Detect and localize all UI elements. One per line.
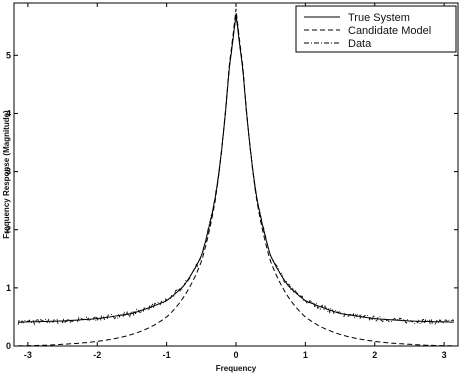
legend-entry-label: True System (348, 12, 410, 24)
legend-entry-label: Candidate Model (348, 25, 431, 37)
y-tick-label: 1 (6, 283, 11, 293)
y-tick-label: 0 (6, 341, 11, 351)
plot-data-layer (17, 8, 455, 347)
axis-ticks: -3 -2 -1 0 1 2 3 0 1 2 3 4 5 (6, 3, 458, 360)
series-line-data (17, 16, 455, 326)
x-tick-label: -2 (93, 350, 101, 360)
x-axis-label: Frequency (216, 364, 257, 373)
y-tick-label: 5 (6, 50, 11, 60)
x-tick-label: 2 (372, 350, 377, 360)
x-tick-label: 0 (233, 350, 238, 360)
y-tick-label: 2 (6, 225, 11, 235)
x-tick-label: 1 (303, 350, 308, 360)
legend-entry-label: Data (348, 38, 372, 50)
x-tick-label: 3 (442, 350, 447, 360)
x-tick-label: -1 (163, 350, 171, 360)
plot-frame (13, 2, 459, 347)
series-line-candidate-model (18, 8, 454, 347)
y-tick-label: 4 (6, 108, 11, 118)
x-tick-label: -3 (24, 350, 32, 360)
y-tick-label: 3 (6, 167, 11, 177)
legend-box (295, 5, 457, 53)
series-line-true-system (18, 13, 454, 323)
y-axis-label: Frequency Response (Magnitude) (2, 110, 11, 239)
